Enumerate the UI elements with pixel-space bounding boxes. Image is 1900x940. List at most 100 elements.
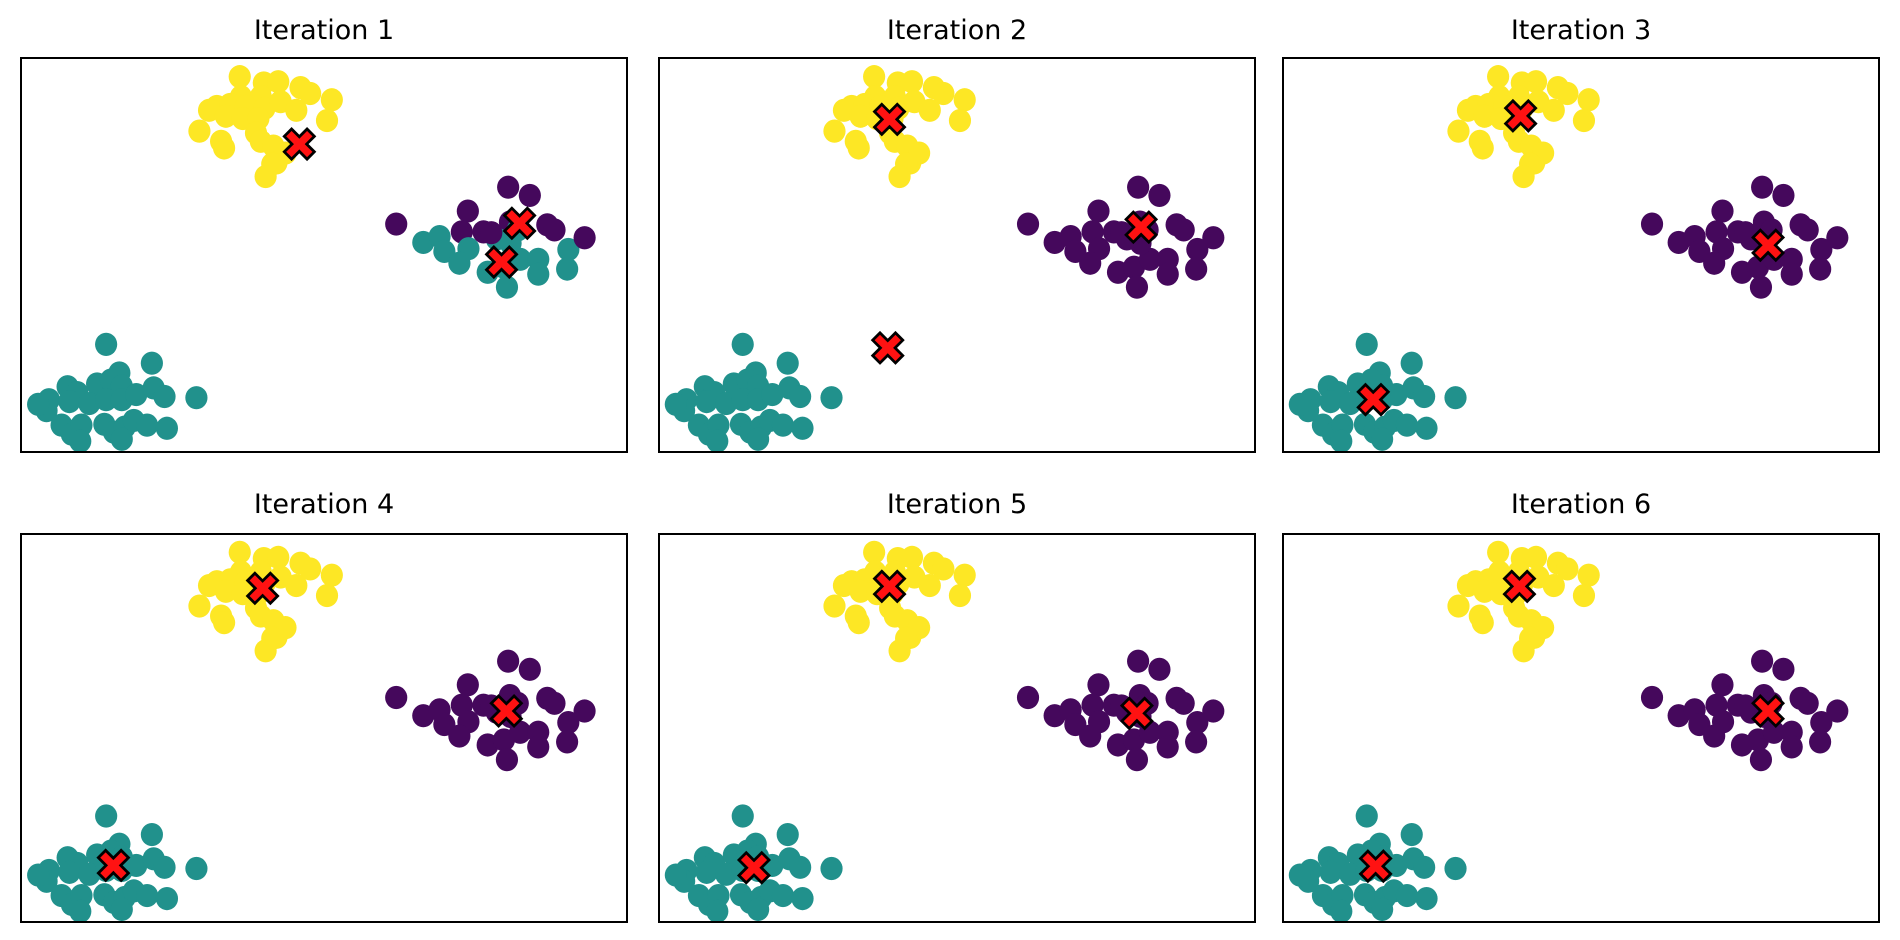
subplot-title-iteration-4: Iteration 4 — [253, 489, 395, 520]
data-point — [953, 563, 976, 587]
data-point — [1125, 748, 1149, 772]
data-point — [849, 579, 872, 603]
data-point — [499, 231, 522, 255]
data-point — [1288, 863, 1311, 887]
data-point — [214, 579, 237, 603]
data-point — [448, 251, 471, 275]
data-point — [847, 136, 870, 160]
data-point — [1711, 199, 1734, 223]
data-point — [197, 98, 221, 122]
data-point — [1447, 594, 1470, 618]
data-point — [1087, 673, 1110, 697]
data-point — [1127, 175, 1150, 199]
data-point — [932, 81, 955, 106]
data-point — [1087, 199, 1110, 223]
data-point — [140, 351, 163, 375]
data-point — [1400, 351, 1423, 375]
data-point — [1110, 221, 1133, 245]
data-point — [849, 104, 872, 128]
data-point — [188, 119, 211, 143]
data-point — [495, 748, 519, 772]
data-point — [95, 388, 118, 412]
data-point — [1339, 862, 1362, 886]
data-point — [125, 853, 148, 877]
centroid-marker — [484, 245, 519, 280]
data-point — [1473, 579, 1496, 603]
data-point — [1415, 887, 1438, 911]
data-point — [1734, 694, 1757, 718]
data-point — [497, 175, 520, 199]
data-point — [456, 673, 479, 697]
scatter-panel-iteration-1 — [20, 57, 628, 453]
scatter-panel-iteration-5 — [658, 533, 1256, 923]
data-point — [299, 557, 322, 581]
data-point — [747, 427, 770, 451]
data-point — [480, 221, 503, 245]
data-point — [1826, 699, 1849, 723]
data-point — [527, 262, 550, 286]
data-point — [1487, 540, 1510, 564]
data-point — [385, 212, 408, 236]
data-point — [918, 573, 941, 598]
data-point — [1156, 262, 1179, 286]
data-point — [1524, 70, 1548, 94]
data-point — [1796, 218, 1819, 242]
data-point — [1288, 392, 1311, 416]
data-point — [320, 563, 343, 587]
data-point — [1413, 855, 1436, 879]
data-point — [456, 199, 479, 223]
data-point — [1780, 735, 1803, 759]
data-point — [543, 218, 566, 242]
data-point — [932, 557, 955, 581]
data-point — [385, 685, 408, 710]
data-point — [1355, 332, 1378, 356]
data-point — [27, 863, 50, 887]
data-point — [771, 413, 795, 437]
data-point — [197, 573, 221, 598]
data-point — [1542, 98, 1565, 122]
centroid-marker — [1751, 228, 1786, 263]
data-point — [1202, 699, 1225, 723]
data-point — [1810, 711, 1833, 735]
data-point — [1156, 735, 1179, 759]
scatter-panel-iteration-2 — [658, 57, 1256, 453]
subplot-title-iteration-1: Iteration 1 — [253, 15, 395, 46]
data-point — [267, 545, 290, 569]
data-point — [1772, 183, 1795, 207]
data-point — [664, 392, 687, 416]
data-point — [231, 582, 254, 606]
data-point — [135, 413, 159, 437]
centroid-marker — [502, 206, 537, 241]
data-point — [1413, 384, 1436, 409]
data-point — [1796, 691, 1819, 715]
data-point — [1640, 212, 1664, 236]
data-point — [1330, 429, 1353, 451]
data-point — [556, 257, 579, 281]
data-point — [1524, 545, 1548, 569]
data-point — [1734, 221, 1757, 245]
data-point — [1572, 584, 1596, 608]
data-point — [1355, 804, 1378, 828]
data-point — [1186, 237, 1209, 262]
data-point — [820, 856, 843, 881]
data-point — [228, 65, 251, 89]
data-point — [761, 382, 784, 407]
data-point — [1471, 611, 1494, 635]
data-point — [140, 822, 163, 847]
centroid-marker — [870, 330, 905, 365]
data-point — [214, 104, 237, 128]
data-point — [706, 429, 729, 451]
data-point — [1319, 860, 1342, 884]
data-point — [1371, 897, 1394, 921]
data-point — [518, 183, 541, 207]
data-point — [315, 584, 339, 608]
data-point — [1471, 136, 1494, 160]
data-point — [791, 416, 814, 440]
data-point — [695, 390, 718, 414]
data-point — [285, 98, 308, 122]
data-point — [1185, 257, 1208, 281]
data-point — [320, 88, 343, 112]
data-point — [1319, 390, 1342, 414]
centroid-marker — [245, 571, 280, 606]
data-point — [1079, 724, 1102, 748]
